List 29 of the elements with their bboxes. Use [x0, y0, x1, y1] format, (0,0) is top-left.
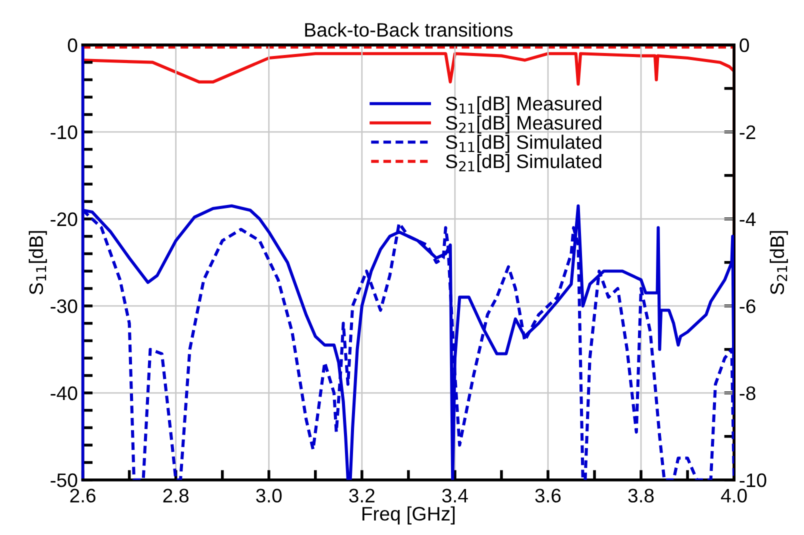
- y2-axis-title: S$_{21}$[dB]: [770, 231, 788, 294]
- y2-tick-label: -4: [740, 212, 756, 226]
- x-tick-label: 3.8: [628, 488, 654, 503]
- y-tick-label: -20: [50, 212, 78, 226]
- y2-tick-label: -2: [740, 125, 756, 139]
- x-tick-label: 2.6: [70, 488, 96, 503]
- legend-label: S$_{21}$[dB] Simulated: [446, 154, 602, 172]
- legend-label: S$_{11}$[dB] Measured: [446, 96, 602, 114]
- y-tick-label: -10: [50, 125, 78, 140]
- x-tick-label: 2.8: [163, 488, 189, 503]
- x-tick-label: 3.4: [442, 488, 468, 503]
- line-series: [82, 52, 734, 86]
- y-tick-label: -40: [50, 386, 78, 400]
- x-tick-label: 3.2: [349, 488, 374, 503]
- y-tick-label: 0: [68, 38, 78, 52]
- y2-tick-label: 0: [740, 38, 749, 52]
- legend-label: S$_{21}$[dB] Measured: [446, 115, 602, 134]
- y-tick-label: -30: [50, 299, 78, 314]
- y2-tick-label: -6: [740, 299, 756, 314]
- x-tick-label: 4.0: [720, 488, 747, 503]
- y-axis-title: S$_{11}$[dB]: [28, 231, 47, 294]
- x-tick-label: 3.0: [256, 488, 282, 503]
- legend-label: S$_{11}$[dB] Simulated: [446, 134, 602, 153]
- y2-tick-label: -10: [740, 473, 766, 488]
- y2-tick-label: -8: [740, 386, 756, 400]
- chart-title: Back-to-Back transitions: [305, 22, 513, 37]
- x-axis-title: Freq [GHz]: [362, 506, 455, 524]
- x-tick-label: 3.6: [535, 488, 561, 503]
- y-tick-label: -50: [50, 473, 78, 488]
